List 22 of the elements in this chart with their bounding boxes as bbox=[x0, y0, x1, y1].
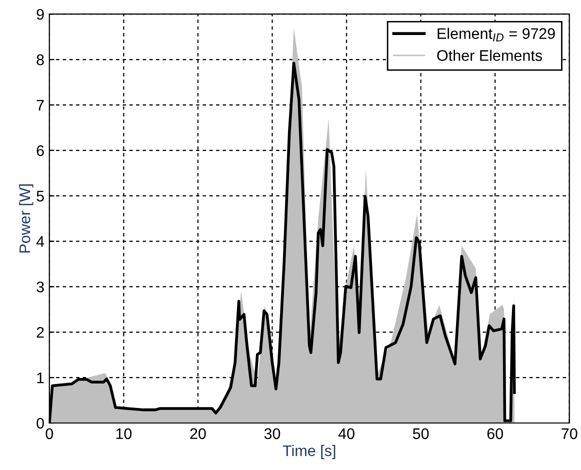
x-tick-label: 50 bbox=[412, 428, 429, 440]
x-tick-label: 40 bbox=[338, 428, 354, 440]
y-tick-label: 8 bbox=[36, 54, 44, 66]
legend-label: Element$_{ID}$ = 9729 bbox=[438, 28, 555, 42]
y-tick-label: 4 bbox=[36, 236, 44, 247]
x-tick-label: 30 bbox=[264, 428, 280, 440]
x-tick-label: 0 bbox=[46, 428, 54, 440]
y-tick-label: 3 bbox=[36, 282, 44, 292]
y-tick-label: 9 bbox=[36, 8, 44, 20]
y-tick-label: 0 bbox=[36, 418, 44, 429]
y-tick-label: 2 bbox=[36, 327, 44, 338]
x-tick-label: 10 bbox=[116, 428, 132, 440]
x-tick-label: 70 bbox=[562, 428, 578, 440]
x-tick-label: 20 bbox=[190, 428, 206, 440]
x-axis-title: Time [s] bbox=[282, 444, 336, 460]
legend-label: Other Elements bbox=[437, 50, 542, 61]
y-tick-label: 7 bbox=[36, 100, 44, 110]
x-tick-label: 60 bbox=[487, 428, 503, 440]
y-tick-label: 6 bbox=[36, 145, 44, 156]
y-tick-label: 1 bbox=[37, 372, 44, 384]
y-tick-label: 5 bbox=[36, 190, 44, 202]
y-axis-title: Power [W] bbox=[19, 184, 34, 253]
